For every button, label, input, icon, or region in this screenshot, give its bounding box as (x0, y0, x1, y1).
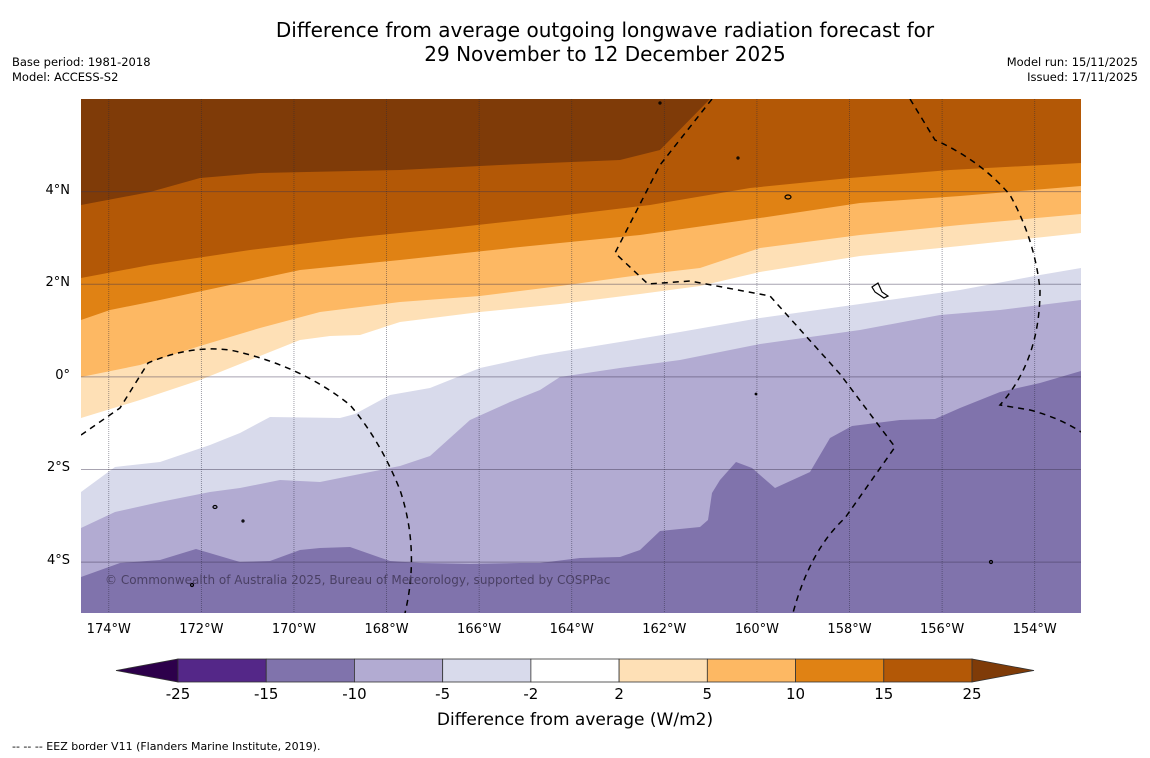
longitude-label: 160°W (734, 622, 779, 637)
model-run-date: Model run: 15/11/2025 (1006, 55, 1138, 69)
colorbar-tick-label: 5 (702, 685, 713, 703)
colorbar-bin (795, 658, 885, 683)
longitude-label: 158°W (827, 622, 872, 637)
colorbar-bin (618, 658, 708, 683)
colorbar (115, 658, 1035, 683)
colorbar-bin (530, 658, 620, 683)
colorbar-bin (177, 658, 267, 683)
colorbar-tick-label: -25 (165, 685, 191, 703)
latitude-label: 4°S (46, 553, 70, 569)
longitude-label: 172°W (179, 622, 224, 637)
latitude-label: 4°N (45, 182, 71, 198)
colorbar-tick-label: 10 (786, 685, 806, 703)
latitude-label: 2°S (46, 460, 70, 476)
longitude-label: 156°W (920, 622, 965, 637)
colorbar-tick-label: -2 (523, 685, 539, 703)
colorbar-tick-label: 15 (874, 685, 894, 703)
island-shape (988, 559, 994, 565)
colorbar-bin (442, 658, 532, 683)
longitude-label: 174°W (86, 622, 131, 637)
colorbar-extend-min (115, 658, 179, 683)
island-shape (784, 194, 792, 200)
colorbar-bin (883, 658, 973, 683)
model-info: Base period: 1981-2018 Model: ACCESS-S2 (12, 55, 151, 85)
islands (189, 101, 994, 588)
latitude-label: 2°N (45, 275, 71, 291)
island-shape (189, 582, 195, 588)
colorbar-bin (706, 658, 796, 683)
island-shape (212, 504, 218, 510)
issued-date: Issued: 17/11/2025 (1027, 70, 1138, 84)
latitude-label: 0° (55, 367, 70, 383)
title-line-1: Difference from average outgoing longwav… (275, 18, 935, 42)
island-shape (241, 519, 245, 523)
colorbar-bin (354, 658, 444, 683)
colorbar-tick-label: 2 (614, 685, 624, 703)
band-minus15-minus10 (81, 371, 1081, 613)
longitude-label: 170°W (271, 622, 317, 637)
eez-border-line (614, 99, 896, 613)
run-info: Model run: 15/11/2025 Issued: 17/11/2025 (1007, 55, 1138, 85)
colorbar-tick-label: -5 (435, 685, 451, 703)
longitude-label: 168°W (364, 622, 409, 637)
colorbar-tick-label: -10 (342, 685, 367, 703)
longitude-label: 154°W (1012, 622, 1057, 637)
model-name: Model: ACCESS-S2 (12, 70, 119, 84)
title-line-2: 29 November to 12 December 2025 (424, 42, 786, 66)
base-period: Base period: 1981-2018 (12, 55, 151, 69)
longitude-label: 164°W (549, 622, 594, 637)
chart-title: Difference from average outgoing longwav… (180, 18, 1030, 66)
eez-border-line (909, 99, 1081, 433)
map-fill-layers (81, 99, 1081, 613)
longitude-label: 162°W (642, 622, 687, 637)
colorbar-tick-label: -15 (253, 685, 279, 703)
colorbar-extend-max (971, 658, 1035, 683)
island-shape (871, 282, 890, 299)
longitude-label: 166°W (457, 622, 502, 637)
island-shape (658, 101, 662, 105)
island-shape (754, 392, 758, 396)
copyright-notice: © Commonwealth of Australia 2025, Bureau… (105, 573, 611, 587)
colorbar-tick-label: 25 (962, 685, 982, 703)
eez-borders (81, 99, 1081, 613)
island-shape (736, 156, 740, 160)
colorbar-label: Difference from average (W/m2) (436, 710, 714, 730)
map-gridlines (81, 99, 1081, 613)
colorbar-bin (265, 658, 355, 683)
eez-legend-footnote: -- -- -- EEZ border V11 (Flanders Marine… (12, 740, 321, 753)
